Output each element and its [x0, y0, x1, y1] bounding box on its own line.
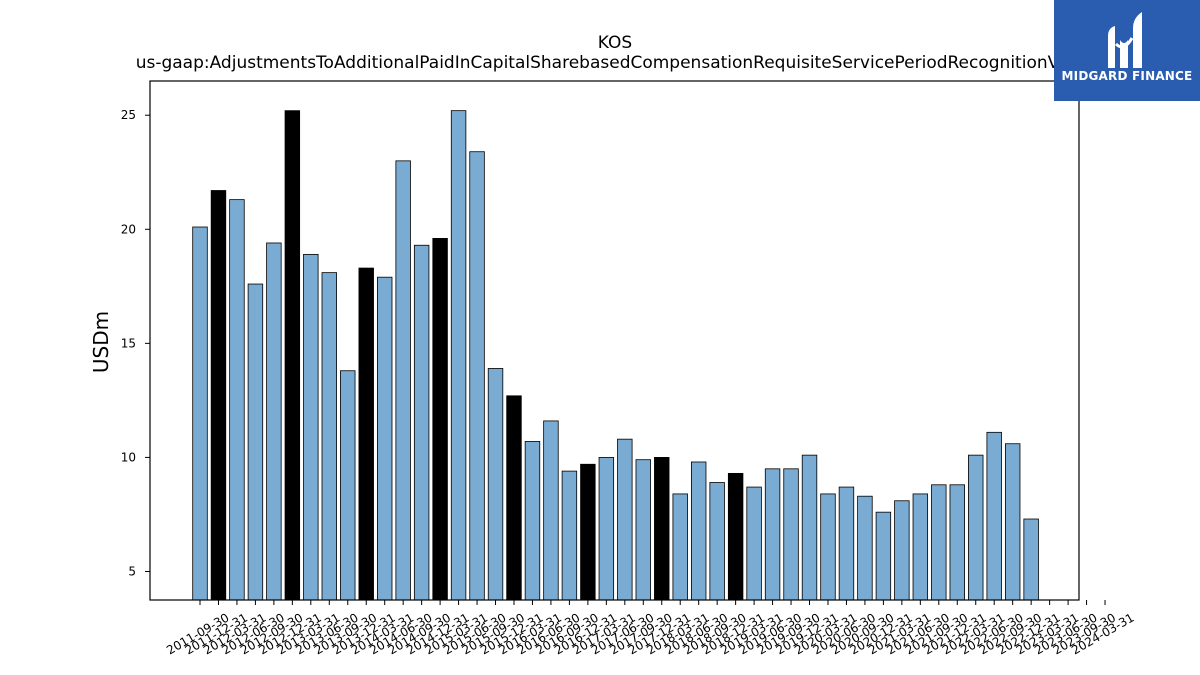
bar [266, 242, 282, 601]
bar [506, 395, 522, 601]
bar [820, 493, 836, 601]
bar [524, 441, 541, 601]
bar [709, 482, 725, 601]
bar [764, 468, 781, 601]
bar [746, 486, 762, 601]
bar [838, 486, 855, 601]
bar [894, 500, 910, 601]
bars-group [192, 110, 1039, 601]
bar [968, 454, 984, 601]
bar [413, 244, 430, 601]
bar [598, 457, 615, 601]
y-axis: 5 10 15 20 25 [121, 108, 150, 578]
bar [321, 272, 337, 601]
bar [192, 226, 208, 601]
y-tick-label: 15 [121, 336, 136, 350]
y-axis-label: USDm [89, 311, 113, 373]
bar [875, 511, 892, 601]
bar [580, 463, 596, 601]
bar [284, 110, 301, 601]
bar [303, 253, 319, 601]
x-axis: 2011-09-302011-12-312012-03-312012-06-30… [164, 600, 1137, 657]
bar [801, 454, 818, 601]
midgard-finance-logo: MIDGARD FINANCE [1054, 0, 1200, 101]
bar [358, 267, 374, 601]
bar [229, 199, 245, 601]
plot-frame [149, 80, 1080, 601]
bar [395, 160, 411, 601]
chart-subtitle: us-gaap:AdjustmentsToAdditionalPaidInCap… [136, 53, 1095, 73]
midgard-logo-icon [1108, 12, 1142, 68]
bar [986, 431, 1002, 601]
bar [690, 461, 707, 601]
bar [450, 110, 467, 601]
y-tick-label: 5 [128, 564, 136, 578]
bar [1004, 443, 1021, 601]
bar [543, 420, 559, 601]
bar [783, 468, 799, 601]
logo-text: MIDGARD FINANCE [1061, 69, 1193, 83]
bar [912, 493, 929, 601]
bar [617, 438, 633, 601]
y-tick-label: 20 [121, 222, 136, 236]
bar [727, 472, 744, 601]
bar [931, 484, 947, 601]
y-tick-label: 10 [121, 450, 136, 464]
bar [210, 190, 227, 601]
bar [247, 283, 264, 601]
bar [635, 459, 651, 601]
bar [654, 457, 670, 601]
bar [432, 238, 448, 601]
bar [672, 493, 688, 601]
bar [561, 470, 578, 601]
bar [487, 368, 504, 601]
bar [469, 151, 485, 601]
bar [857, 495, 873, 601]
chart-title: KOS [598, 33, 632, 53]
bar [376, 276, 393, 601]
y-tick-label: 25 [121, 108, 136, 122]
bar [1023, 518, 1039, 601]
bar [949, 484, 965, 601]
bar [340, 370, 356, 601]
